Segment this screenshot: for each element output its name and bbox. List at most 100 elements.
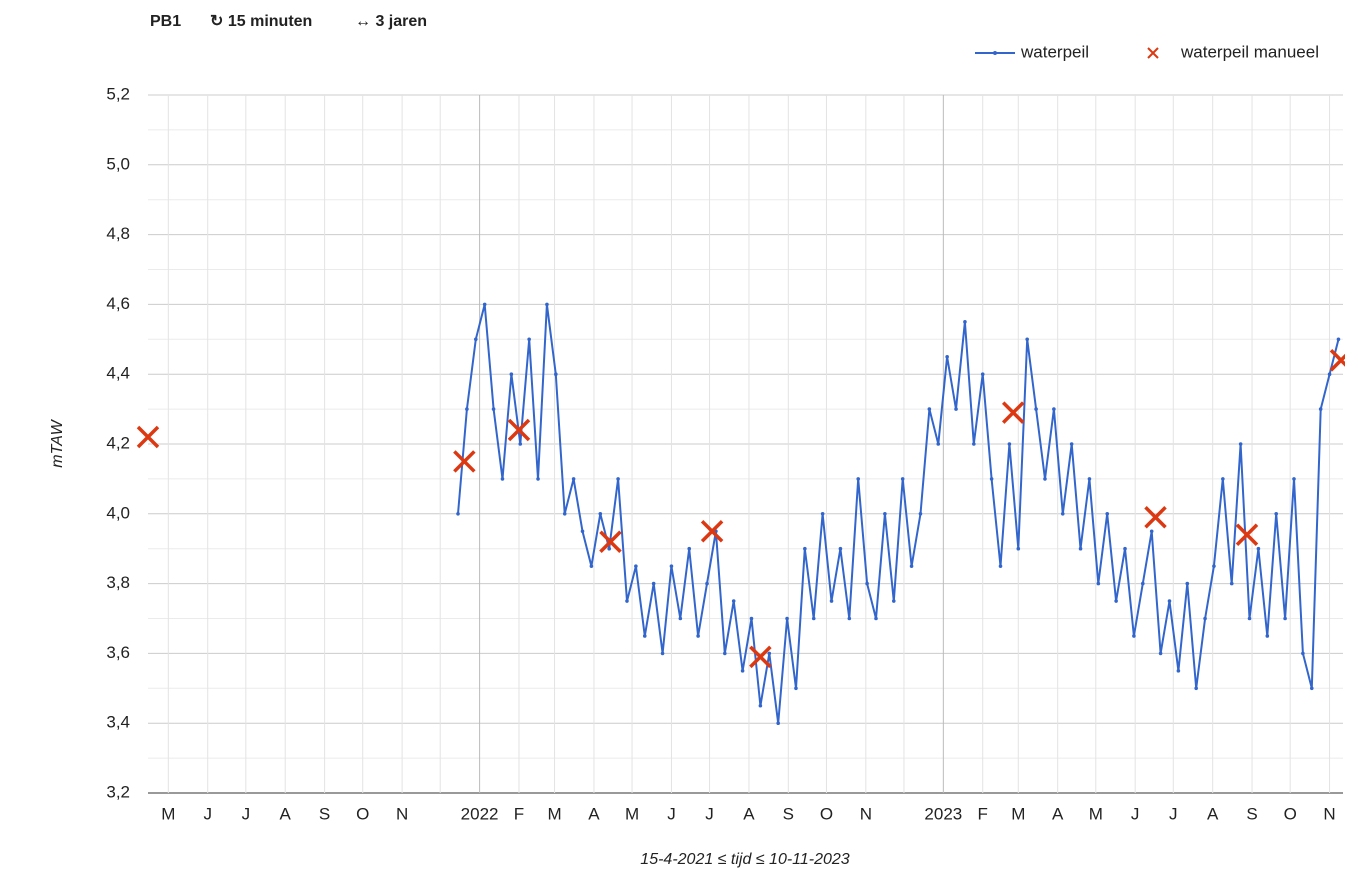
x-tick-label: O: [820, 804, 833, 823]
point: [491, 407, 496, 411]
y-tick-label: 4,8: [106, 224, 130, 243]
x-tick-label: S: [1246, 804, 1257, 823]
point: [642, 634, 647, 638]
y-tick-label: 3,6: [106, 643, 130, 662]
point: [723, 651, 727, 656]
point: [473, 337, 478, 342]
x-tick-label: A: [588, 804, 600, 823]
point: [794, 686, 798, 691]
point: [963, 320, 967, 324]
point: [1194, 686, 1198, 691]
point: [678, 616, 683, 621]
manual-marker: [1144, 506, 1167, 529]
x-tick-label: J: [242, 804, 251, 823]
point: [1096, 581, 1101, 586]
point: [696, 634, 700, 638]
series-line: [457, 304, 1340, 724]
point: [1176, 669, 1181, 673]
point: [482, 302, 487, 307]
point: [936, 442, 941, 446]
x-tick-label: A: [280, 804, 292, 823]
x-tick-label: S: [319, 804, 330, 823]
point: [1229, 581, 1234, 586]
point: [811, 616, 816, 621]
point: [545, 302, 549, 307]
point: [918, 512, 923, 516]
x-tick-label: J: [667, 804, 676, 823]
point: [509, 372, 514, 377]
x-tick-label: O: [1284, 804, 1297, 823]
point: [749, 616, 754, 621]
point: [589, 564, 594, 568]
point: [1149, 529, 1154, 534]
point: [465, 407, 469, 411]
point: [900, 477, 905, 481]
y-tick-label: 5,2: [106, 84, 130, 103]
x-tick-label: 2022: [461, 804, 499, 823]
x-tick-label: O: [356, 804, 369, 823]
point: [803, 546, 807, 551]
point: [1043, 477, 1047, 481]
y-tick-label: 4,2: [106, 433, 130, 452]
point: [1025, 337, 1029, 342]
manual-marker: [749, 645, 772, 669]
x-tick-label: F: [978, 804, 988, 823]
x-tick-label: N: [860, 804, 872, 823]
point: [1247, 616, 1252, 621]
y-tick-label: 4,4: [106, 364, 130, 383]
point: [660, 651, 665, 656]
x-tick-label: 2023: [924, 804, 962, 823]
point: [500, 477, 505, 481]
point: [1078, 546, 1083, 551]
legend-label: waterpeil: [1020, 42, 1089, 61]
manual-marker: [507, 418, 531, 442]
point: [1327, 372, 1332, 377]
point: [651, 581, 656, 586]
point: [1212, 564, 1216, 568]
point: [1203, 616, 1207, 621]
point: [820, 512, 825, 516]
x-tick-label: M: [547, 804, 561, 823]
point: [740, 669, 745, 673]
point: [1105, 512, 1110, 516]
point: [865, 581, 869, 586]
point: [1238, 442, 1243, 446]
point: [1283, 616, 1287, 621]
point: [731, 599, 736, 603]
point: [954, 407, 958, 411]
x-tick-label: J: [705, 804, 714, 823]
point: [776, 721, 780, 725]
point: [705, 581, 709, 586]
point: [1052, 407, 1056, 411]
legend-dot: [993, 51, 997, 55]
point: [1158, 651, 1163, 656]
point: [669, 564, 674, 568]
point: [456, 512, 460, 516]
point: [1007, 442, 1012, 446]
point: [1123, 546, 1127, 551]
point: [838, 546, 843, 551]
point: [1256, 546, 1261, 551]
legend-marker: [1147, 47, 1159, 59]
point: [909, 564, 914, 568]
x-tick-label: S: [783, 804, 794, 823]
y-tick-label: 4,0: [106, 503, 130, 522]
point: [607, 546, 611, 551]
point: [554, 372, 558, 377]
point: [1221, 477, 1225, 481]
x-tick-label: N: [396, 804, 408, 823]
chart-range: ↔ 3 jaren: [355, 13, 427, 30]
point: [856, 477, 861, 481]
point: [1292, 477, 1296, 481]
x-tick-label: F: [514, 804, 524, 823]
manual-marker: [1329, 349, 1345, 372]
manual-marker: [136, 425, 160, 449]
point: [1318, 407, 1323, 411]
x-tick-label: N: [1323, 804, 1335, 823]
point: [972, 442, 976, 446]
point: [1016, 546, 1021, 551]
legend-label: waterpeil manueel: [1180, 42, 1319, 61]
y-tick-label: 5,0: [106, 154, 130, 173]
point: [518, 442, 523, 446]
point: [687, 546, 692, 551]
